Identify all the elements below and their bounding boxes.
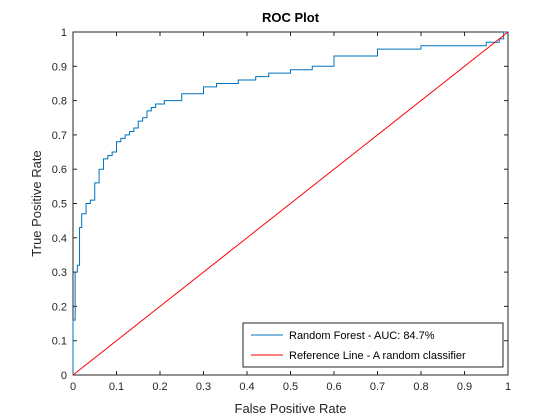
x-tick-label: 1 [505,381,511,393]
y-axis-label: True Positive Rate [29,150,44,256]
legend: Random Forest - AUC: 84.7% Reference Line… [242,322,504,368]
series-line-1 [72,31,509,376]
y-axis: 0 0.1 0.2 0.3 0.4 0.5 0.6 0.7 0.8 0.9 1 [52,27,508,382]
x-tick-label: 0 [70,381,76,393]
x-tick-label: 0.4 [239,381,254,393]
x-tick-label: 0.9 [457,381,472,393]
y-tick-label: 0.6 [52,164,67,176]
y-tick-label: 0.2 [52,301,67,313]
chart-title: ROC Plot [262,10,320,25]
series-line-0 [72,31,508,375]
series-layer [72,31,509,376]
legend-label-0: Random Forest - AUC: 84.7% [289,330,435,342]
x-tick-label: 0.8 [413,381,428,393]
y-tick-label: 0.3 [52,267,67,279]
y-tick-label: 0.8 [52,96,67,108]
x-tick-label: 0.2 [152,381,167,393]
x-tick-label: 0.5 [283,381,298,393]
x-tick-label: 0.3 [196,381,211,393]
y-tick-label: 0.4 [52,233,67,245]
y-tick-label: 0.7 [52,130,67,142]
x-tick-label: 0.6 [326,381,341,393]
legend-label-1: Reference Line - A random classifier [289,350,466,362]
y-tick-label: 0.1 [52,336,67,348]
x-tick-label: 0.1 [109,381,124,393]
y-tick-label: 0.5 [52,199,67,211]
legend-box [242,322,504,368]
x-tick-label: 0.7 [370,381,385,393]
y-tick-label: 1 [61,27,67,39]
x-axis-label: False Positive Rate [235,401,347,416]
y-tick-label: 0.9 [52,61,67,73]
y-tick-label: 0 [61,370,67,382]
x-axis: 0 0.1 0.2 0.3 0.4 0.5 0.6 0.7 0.8 0.9 1 [70,32,511,393]
